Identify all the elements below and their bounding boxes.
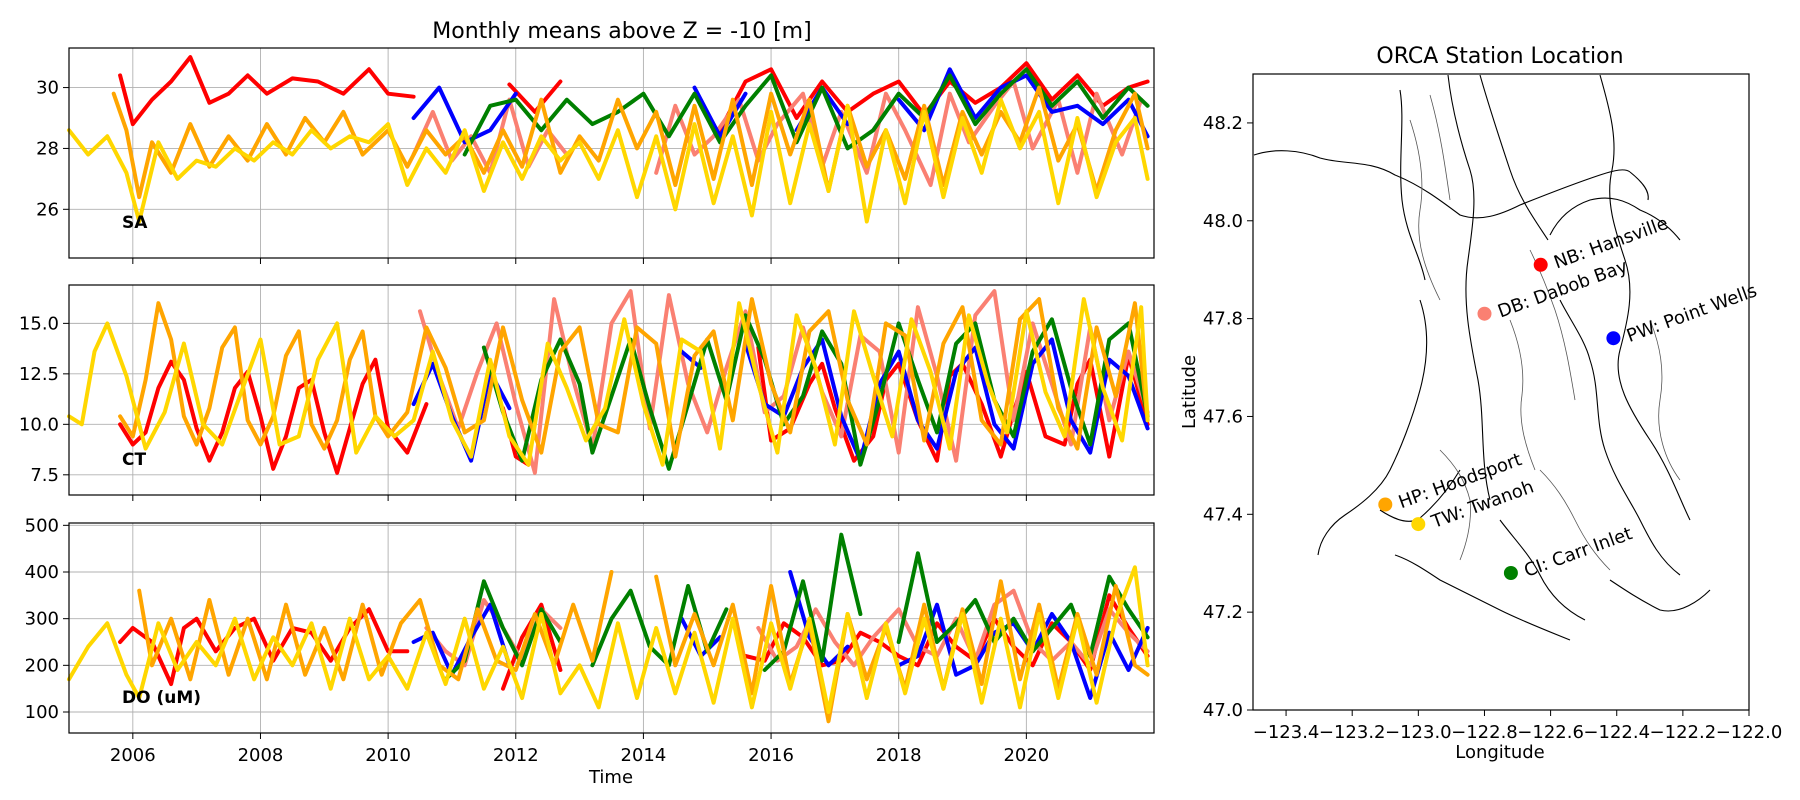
salinity-y-tick-label: 26 [36,199,59,220]
temperature-y-tick-label: 15.0 [19,313,59,334]
oxygen-y-tick-label: 300 [25,609,59,630]
longitude-tick-label: −123.4 [1253,722,1320,743]
time-series-title: Monthly means above Z = -10 [m] [432,19,811,44]
temperature-series-hp [118,297,1150,459]
oxygen-series-ci [443,532,1150,682]
oxygen-x-tick-label: 2020 [1003,745,1049,766]
oxygen-x-tick-label: 2018 [876,745,922,766]
temperature-panel-label: CT [122,450,146,470]
temperature-y-tick-label: 10.0 [19,414,59,435]
oxygen-x-tick-label: 2006 [110,745,156,766]
station-marker-tw [1411,517,1426,532]
salinity-axes-frame [68,47,1155,259]
oxygen-x-tick-label: 2008 [238,745,284,766]
station-label-ci: CI: Carr Inlet [1521,523,1635,581]
station-marker-ci [1503,566,1518,580]
longitude-tick-label: −122.2 [1650,722,1717,743]
station-marker-nb [1533,257,1548,272]
salinity-series-hp [111,85,1150,200]
oxygen-panel: 100 200 300 400 500 2006 2008 2010 2012 2014 2016… [25,515,1155,788]
map-axes-frame [1252,73,1750,711]
temperature-series-db [418,289,1150,475]
oxygen-x-tick-label: 2012 [493,745,539,766]
oxygen-x-tick-label: 2010 [365,745,411,766]
longitude-tick-label: −123.0 [1385,722,1452,743]
longitude-tick-label: −123.2 [1319,722,1386,743]
oxygen-y-tick-label: 500 [25,515,59,536]
temperature-series-tw [67,297,1150,467]
latitude-tick-label: 47.4 [1203,504,1243,525]
oxygen-series-tw [67,565,1150,714]
salinity-y-tick-label: 28 [36,138,59,159]
station-marker-db [1477,306,1492,321]
station-marker-pw [1606,331,1621,346]
temperature-y-tick-label: 7.5 [30,465,59,486]
salinity-panel: Monthly means above Z = -10 [m] 26 28 30 S… [36,19,1155,264]
salinity-panel-label: SA [122,213,148,233]
oxygen-y-tick-label: 200 [25,655,59,676]
temperature-axes-frame [68,284,1155,496]
latitude-tick-label: 47.0 [1203,700,1243,721]
longitude-tick-label: −122.8 [1451,722,1518,743]
oxygen-x-tick-label: 2016 [748,745,794,766]
oxygen-panel-label: DO (uM) [122,688,201,708]
station-label-pw: PW: Point Wells [1624,280,1760,347]
oxygen-x-tick-label: 2014 [621,745,667,766]
longitude-tick-label: −122.0 [1716,722,1783,743]
salinity-y-tick-label: 30 [36,78,59,99]
time-axis-label: Time [588,767,633,788]
latitude-tick-label: 48.0 [1203,211,1243,232]
oxygen-y-tick-label: 400 [25,562,59,583]
temperature-y-tick-label: 12.5 [19,364,59,385]
longitude-tick-label: −122.6 [1517,722,1584,743]
map-title: ORCA Station Location [1376,44,1623,69]
latitude-tick-label: 47.2 [1203,602,1243,623]
salinity-series-pw [411,67,1150,145]
longitude-axis-label: Longitude [1455,742,1545,763]
oxygen-y-tick-label: 100 [25,702,59,723]
oxygen-axes-frame [68,522,1155,734]
latitude-tick-label: 47.8 [1203,309,1243,330]
latitude-axis-label: Latitude [1179,355,1200,429]
salinity-series-tw [67,97,1150,224]
longitude-tick-label: −122.4 [1583,722,1650,743]
latitude-tick-label: 47.6 [1203,406,1243,427]
temperature-panel: 7.5 10.0 12.5 15.0 CT [19,284,1155,501]
station-marker-hp [1378,497,1393,512]
coastline [1253,74,1711,641]
latitude-tick-label: 48.2 [1203,113,1243,134]
